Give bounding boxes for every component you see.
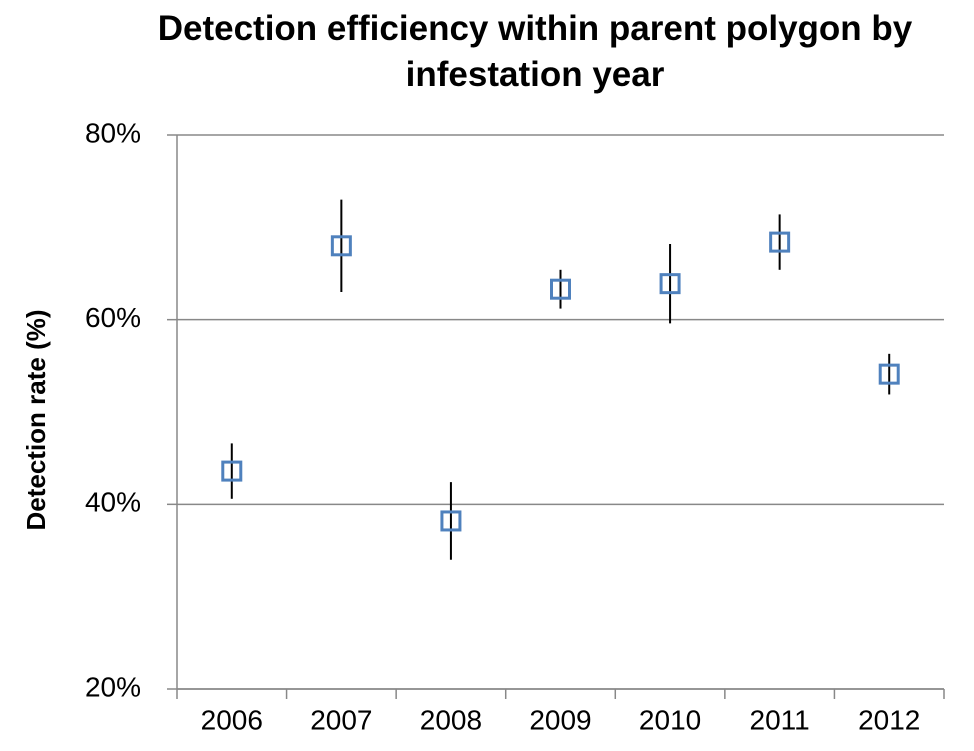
- marker: [878, 363, 900, 385]
- x-tick-label: 2008: [420, 704, 482, 735]
- x-tick-label: 2009: [529, 704, 591, 735]
- y-tick-label: 80%: [85, 117, 141, 148]
- marker: [659, 273, 681, 295]
- x-tick-label: 2012: [858, 704, 920, 735]
- y-tick-label: 40%: [85, 487, 141, 518]
- y-tick-label: 20%: [85, 671, 141, 702]
- x-tick-label: 2011: [750, 704, 810, 735]
- x-tick-label: 2007: [310, 704, 372, 735]
- marker: [330, 235, 352, 257]
- marker: [769, 231, 791, 253]
- marker: [440, 510, 462, 532]
- y-tick-label: 60%: [85, 302, 141, 333]
- marker: [550, 278, 571, 300]
- marker: [221, 460, 243, 482]
- x-tick-label: 2006: [201, 704, 263, 735]
- chart-title: Detection efficiency within parent polyg…: [157, 9, 913, 94]
- x-tick-label: 2010: [639, 704, 701, 735]
- y-axis-label: Detection rate (%): [21, 309, 51, 530]
